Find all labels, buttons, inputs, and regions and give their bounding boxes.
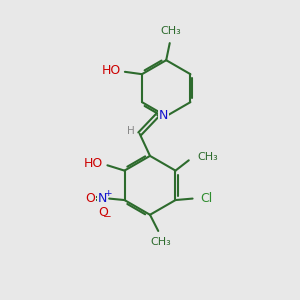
Text: −: − — [103, 212, 112, 222]
Text: O: O — [98, 206, 108, 219]
Text: H: H — [127, 126, 135, 136]
Text: N: N — [98, 192, 107, 205]
Text: CH₃: CH₃ — [197, 152, 218, 162]
Text: Cl: Cl — [200, 192, 212, 205]
Text: HO: HO — [84, 157, 103, 170]
Text: +: + — [104, 189, 112, 198]
Text: O: O — [85, 192, 95, 205]
Text: CH₃: CH₃ — [161, 26, 182, 36]
Text: CH₃: CH₃ — [151, 238, 172, 248]
Text: N: N — [159, 109, 169, 122]
Text: HO: HO — [102, 64, 122, 76]
